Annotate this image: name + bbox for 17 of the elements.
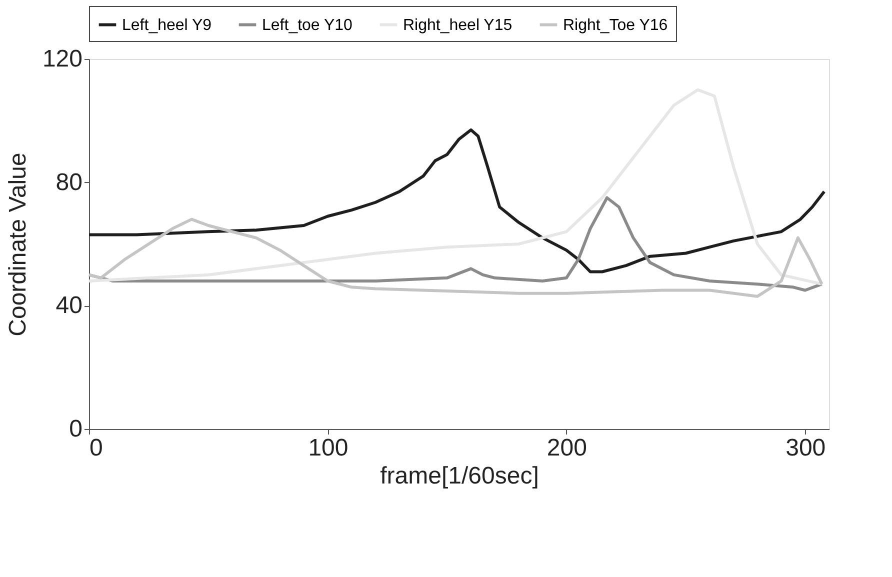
y-axis-title: Coordinate Value <box>4 152 32 336</box>
x-tick-label: 100 <box>308 434 348 462</box>
y-tick-label: 120 <box>42 46 82 72</box>
line-series <box>88 218 824 298</box>
x-axis-title: frame[1/60sec] <box>380 462 539 490</box>
line-series <box>88 88 824 286</box>
legend-label: Right_Toe Y16 <box>563 16 668 34</box>
y-tick-label: 80 <box>56 168 82 196</box>
y-tick-label: 0 <box>69 416 82 442</box>
legend-label: Right_heel Y15 <box>403 16 512 34</box>
x-tick-label: 200 <box>546 434 587 462</box>
line-series <box>88 128 826 274</box>
y-tick-label: 40 <box>56 292 82 320</box>
x-tick-label: 300 <box>786 434 826 462</box>
legend-label: Left_toe Y10 <box>262 16 353 34</box>
legend-label: Left_heel Y9 <box>122 16 212 34</box>
x-tick-label: 0 <box>90 434 103 462</box>
